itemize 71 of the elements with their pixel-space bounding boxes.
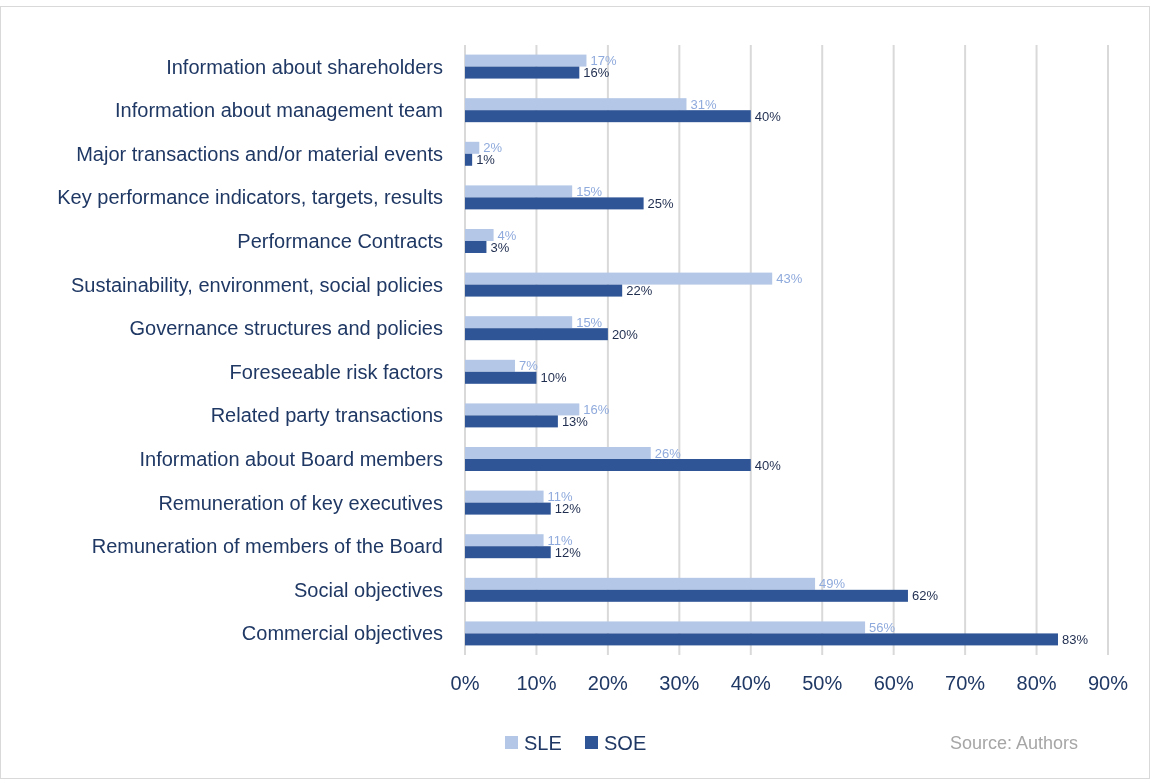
bar [465,633,1058,646]
data-label: 26% [654,445,682,461]
data-label: 49% [819,576,846,592]
data-label: 43% [776,271,803,287]
data-label: 20% [611,326,639,342]
bar [465,447,651,460]
bar [465,240,487,253]
bar [465,490,544,503]
y-tick-label: Social objectives [294,578,443,601]
y-tick-label: Remuneration of key executives [158,491,443,514]
y-tick-label: Key performance indicators, targets, results [57,186,443,209]
x-tick-label: 0% [450,672,480,694]
bar [465,66,580,79]
x-tick-label: 30% [659,672,700,694]
y-tick-label: Information about management team [115,99,443,122]
data-label: 62% [911,588,939,604]
y-tick-label: Major transactions and/or material events [76,142,443,165]
bar [465,534,544,547]
bar [465,589,908,602]
x-tick-label: 50% [802,672,843,694]
y-tick-label: Commercial objectives [241,622,443,645]
bar [465,359,516,372]
bar [465,546,551,559]
y-tick-label: Sustainability, environment, social policies [70,273,443,296]
bar [465,371,537,384]
data-label: 7% [519,358,539,374]
bar [465,316,573,329]
bar [465,185,573,198]
y-tick-label: Related party transactions [210,404,443,427]
data-label: 15% [576,314,603,330]
bar [465,415,558,428]
bar [465,328,608,341]
bar [465,153,473,166]
x-tick-label: 80% [1016,672,1057,694]
bar [465,98,687,111]
data-label: 56% [869,619,896,635]
bar [465,459,751,471]
data-label: 22% [626,283,653,299]
source-note: Source: Authors [949,733,1078,754]
bar [465,141,480,154]
data-label: 83% [1061,631,1089,647]
x-tick-label: 40% [730,672,772,694]
data-label: 25% [647,195,675,211]
bar [465,229,494,241]
bar [465,621,866,634]
bar [465,197,644,210]
y-tick-label: Information about shareholders [166,55,443,78]
data-label: 40% [754,457,782,473]
x-tick-label: 10% [516,672,557,694]
x-tick-label: 90% [1087,672,1129,694]
y-tick-label: Governance structures and policies [129,317,443,340]
legend-label: SOE [604,732,647,754]
y-tick-label: Remuneration of members of the Board [91,535,443,558]
data-label: 40% [754,108,782,124]
bar [465,54,587,67]
bar [465,272,773,285]
y-tick-label: Foreseeable risk factors [229,360,443,383]
data-label: 15% [576,183,603,199]
bar [465,577,816,590]
x-tick-label: 60% [873,672,914,694]
x-tick-label: 70% [945,672,986,694]
legend-label: SLE [524,732,562,754]
bar [465,502,551,515]
bar [465,284,623,297]
bar [465,403,580,416]
bar [465,110,751,123]
y-tick-label: Performance Contracts [237,229,443,252]
x-tick-label: 20% [587,672,629,694]
data-label: 10% [540,370,567,386]
data-label: 31% [690,96,717,112]
y-tick-label: Information about Board members [139,448,443,471]
